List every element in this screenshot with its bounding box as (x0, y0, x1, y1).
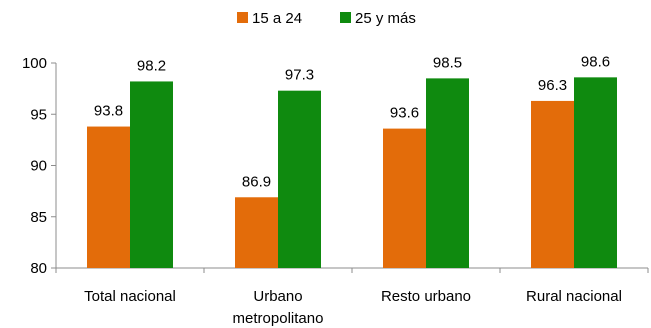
bar-series-1 (383, 128, 426, 268)
bar-series-1 (235, 197, 278, 268)
y-axis: 80 85 90 95 100 (22, 55, 57, 277)
category-label-line: metropolitano (233, 310, 324, 327)
category-label: Total nacional (84, 288, 176, 305)
bar-series-2 (574, 77, 617, 268)
legend-swatch (340, 12, 351, 23)
bar-series-2 (130, 81, 173, 268)
data-label: 98.2 (137, 57, 166, 74)
category-label-line: Resto urbano (381, 288, 471, 305)
category-label: Urbano metropolitano (233, 288, 324, 327)
y-tick-label: 90 (30, 158, 47, 175)
x-axis: Total nacional Urbano metropolitano Resto u… (55, 267, 649, 327)
bar-series-2 (426, 78, 469, 268)
category-label-line: Rural nacional (526, 288, 622, 305)
data-label: 98.5 (433, 54, 462, 71)
bar-series-2 (278, 90, 321, 268)
data-labels: 93.8 98.2 86.9 97.3 93.6 98.5 96.3 98.6 (94, 53, 610, 190)
data-label: 97.3 (285, 67, 314, 84)
bar-series-1 (87, 126, 130, 268)
category-label-line: Urbano (253, 288, 302, 305)
legend: 15 a 24 25 y más (237, 10, 416, 27)
category-label: Rural nacional (526, 288, 622, 305)
data-label: 98.6 (581, 53, 610, 70)
data-label: 96.3 (538, 77, 567, 94)
y-tick-label: 95 (30, 106, 47, 123)
category-label-line: Total nacional (84, 288, 176, 305)
y-tick-label: 100 (22, 55, 47, 72)
data-label: 86.9 (242, 173, 271, 190)
legend-swatch (237, 12, 248, 23)
legend-label: 15 a 24 (252, 10, 302, 27)
data-label: 93.8 (94, 103, 123, 120)
category-label: Resto urbano (381, 288, 471, 305)
y-tick-label: 80 (30, 260, 47, 277)
bar-series-1 (531, 100, 574, 268)
bars (87, 77, 617, 268)
y-tick-label: 85 (30, 209, 47, 226)
legend-label: 25 y más (355, 10, 416, 27)
data-label: 93.6 (390, 105, 419, 122)
